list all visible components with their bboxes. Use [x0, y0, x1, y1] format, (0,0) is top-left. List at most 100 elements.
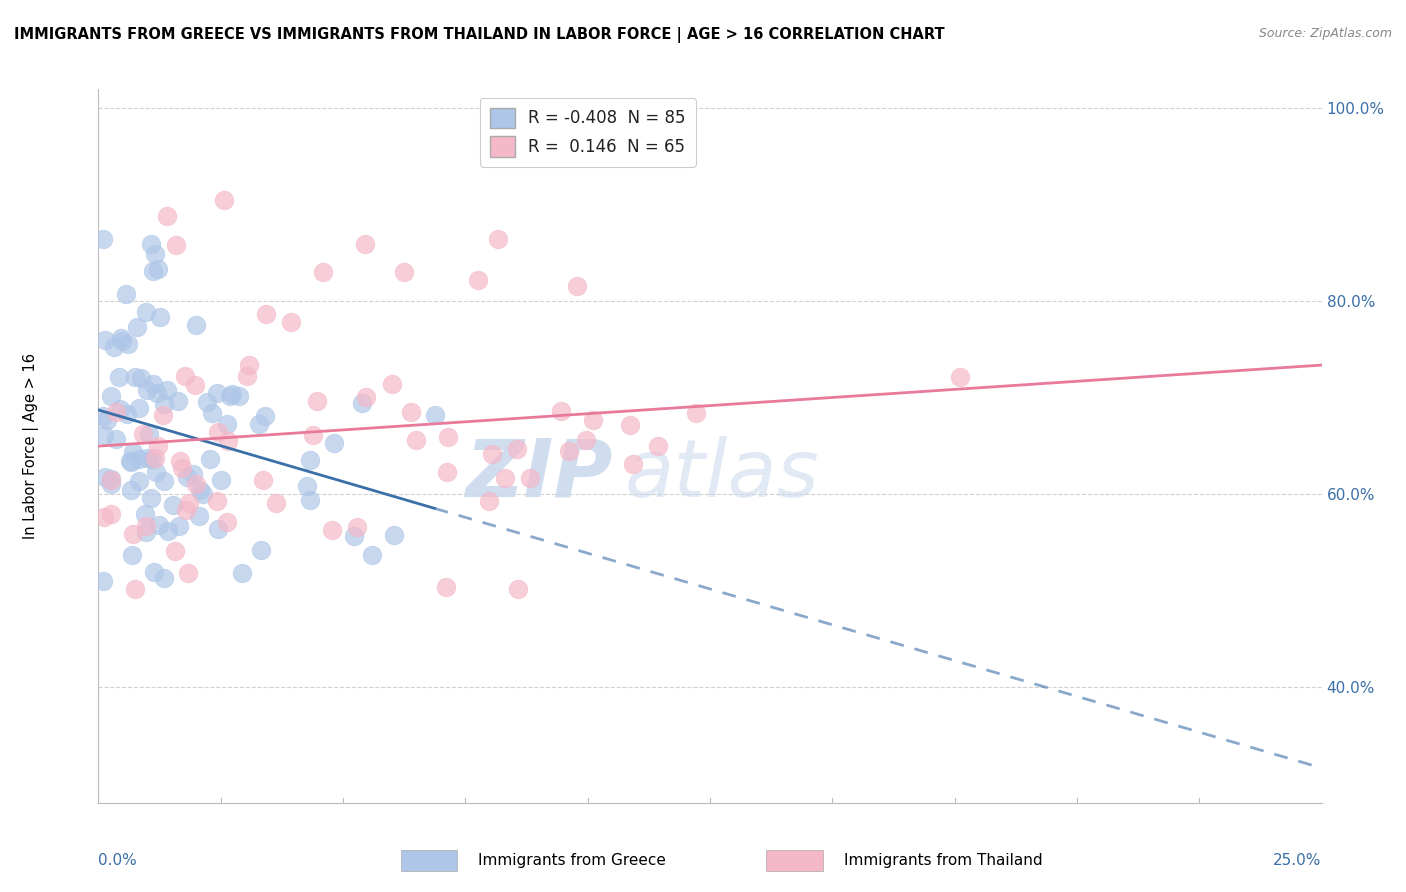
Point — [152, 408, 174, 422]
Point — [436, 465, 458, 479]
Point — [100, 507, 122, 521]
Point — [494, 471, 516, 485]
Point — [200, 452, 222, 467]
Point — [110, 331, 132, 345]
Point — [486, 232, 509, 246]
Point — [187, 509, 209, 524]
Point — [221, 387, 243, 401]
Point — [235, 369, 257, 384]
Point — [146, 385, 169, 400]
Point — [141, 264, 163, 278]
Point — [142, 377, 165, 392]
Point — [323, 436, 346, 450]
Point — [949, 369, 972, 384]
Point — [621, 458, 644, 472]
Point — [399, 405, 422, 419]
Point — [141, 451, 163, 466]
Point — [506, 442, 529, 456]
Point — [231, 566, 253, 580]
Point — [207, 522, 229, 536]
Point — [266, 496, 288, 510]
Point — [298, 492, 321, 507]
Point — [647, 439, 669, 453]
Point — [346, 520, 368, 534]
Point — [141, 237, 163, 252]
Point — [321, 523, 343, 537]
Point — [120, 483, 142, 497]
Point — [207, 425, 229, 439]
Point — [436, 580, 458, 594]
Point — [519, 471, 541, 485]
Point — [120, 455, 142, 469]
Point — [100, 389, 122, 403]
Legend: R = -0.408  N = 85, R =  0.146  N = 65: R = -0.408 N = 85, R = 0.146 N = 65 — [479, 97, 696, 167]
Point — [118, 454, 141, 468]
Text: 0.0%: 0.0% — [98, 853, 138, 868]
Point — [238, 358, 260, 372]
Point — [129, 371, 152, 385]
Point — [252, 473, 274, 487]
Point — [301, 427, 323, 442]
Point — [138, 427, 160, 442]
Point — [104, 432, 127, 446]
Point — [124, 369, 146, 384]
Point — [207, 385, 229, 400]
Point — [124, 582, 146, 596]
Point — [619, 418, 641, 433]
Point — [356, 390, 378, 404]
Point — [209, 473, 232, 487]
Point — [467, 273, 489, 287]
Point — [423, 408, 446, 422]
Point — [94, 469, 117, 483]
Point — [143, 565, 166, 579]
Point — [93, 510, 115, 524]
Point — [567, 278, 589, 293]
Text: In Labor Force | Age > 16: In Labor Force | Age > 16 — [22, 353, 39, 539]
Point — [167, 519, 190, 533]
Point — [195, 395, 218, 409]
Point — [143, 247, 166, 261]
Point — [122, 526, 145, 541]
Point — [215, 516, 238, 530]
Point — [177, 566, 200, 580]
Point — [134, 507, 156, 521]
Point — [305, 394, 328, 409]
Point — [295, 479, 318, 493]
Point — [312, 265, 335, 279]
Point — [145, 465, 167, 479]
Point — [506, 582, 529, 596]
Point — [381, 376, 404, 391]
Point — [247, 417, 270, 432]
Point — [354, 237, 377, 252]
Point — [152, 475, 174, 489]
Point — [128, 401, 150, 415]
Point — [153, 397, 176, 411]
Point — [685, 406, 707, 420]
Point — [205, 493, 228, 508]
Point — [405, 434, 427, 448]
Point — [135, 524, 157, 539]
Point — [201, 406, 224, 420]
Point — [125, 320, 148, 334]
Point — [96, 413, 118, 427]
Point — [392, 265, 415, 279]
Point — [254, 307, 277, 321]
Point — [280, 315, 302, 329]
Point — [249, 543, 271, 558]
Point — [139, 491, 162, 505]
Point — [184, 477, 207, 491]
Point — [91, 409, 114, 424]
Point — [94, 333, 117, 347]
Point — [253, 409, 276, 423]
Point — [121, 549, 143, 563]
Point — [181, 467, 204, 481]
Point — [212, 193, 235, 207]
Point — [184, 318, 207, 333]
Point — [174, 369, 197, 384]
Point — [170, 460, 193, 475]
Point — [128, 451, 150, 466]
Text: Source: ZipAtlas.com: Source: ZipAtlas.com — [1258, 27, 1392, 40]
Point — [149, 310, 172, 324]
Point — [146, 262, 169, 277]
Point — [299, 452, 322, 467]
